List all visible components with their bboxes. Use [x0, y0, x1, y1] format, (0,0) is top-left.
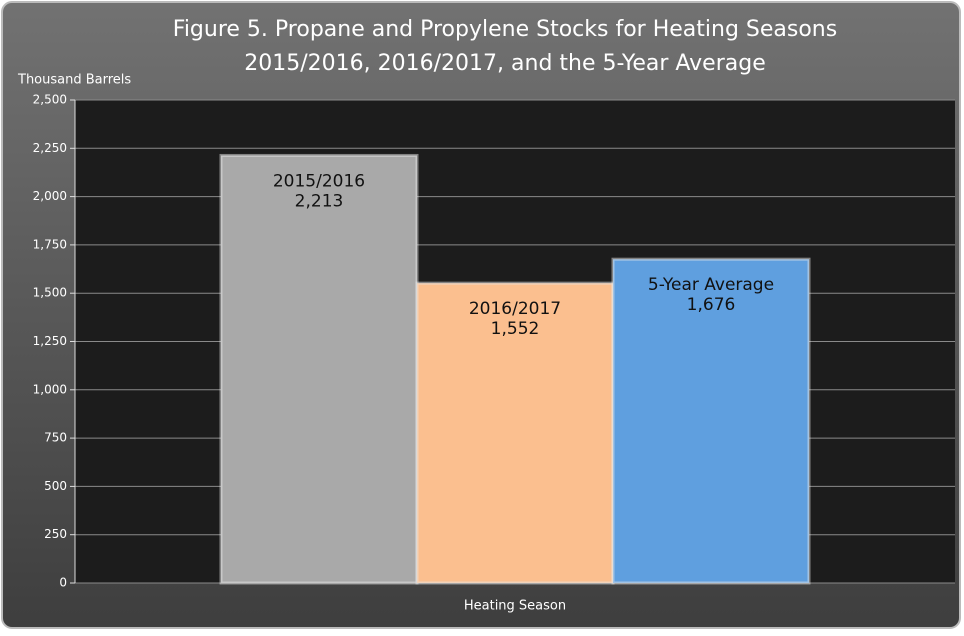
data-label: 2,213 — [295, 191, 344, 211]
bar — [611, 257, 811, 585]
y-tick-label: 2,250 — [33, 141, 67, 155]
y-tick-label: 500 — [44, 479, 67, 493]
bar-category-label: 2016/2017 — [469, 299, 561, 319]
bar-category-label: 2015/2016 — [273, 171, 365, 191]
data-label: 1,676 — [687, 295, 736, 315]
bar-category-label: 5-Year Average — [648, 275, 774, 295]
y-tick-label: 0 — [59, 576, 67, 590]
bar — [219, 153, 419, 585]
bar — [415, 281, 615, 585]
y-axis-label: Thousand Barrels — [17, 73, 131, 88]
y-tick-label: 750 — [44, 431, 67, 445]
y-tick-label: 1,000 — [33, 382, 67, 396]
x-axis-label: Heating Season — [464, 599, 566, 614]
y-tick-label: 1,250 — [33, 334, 67, 348]
y-tick-label: 2,500 — [33, 93, 67, 107]
chart-title: Figure 5. Propane and Propylene Stocks f… — [173, 17, 837, 42]
chart-title: 2015/2016, 2016/2017, and the 5-Year Ave… — [244, 51, 765, 76]
y-tick-label: 1,750 — [33, 237, 67, 251]
y-tick-label: 250 — [44, 527, 67, 541]
y-tick-label: 1,500 — [33, 286, 67, 300]
data-label: 1,552 — [491, 319, 540, 339]
y-tick-label: 2,000 — [33, 189, 67, 203]
